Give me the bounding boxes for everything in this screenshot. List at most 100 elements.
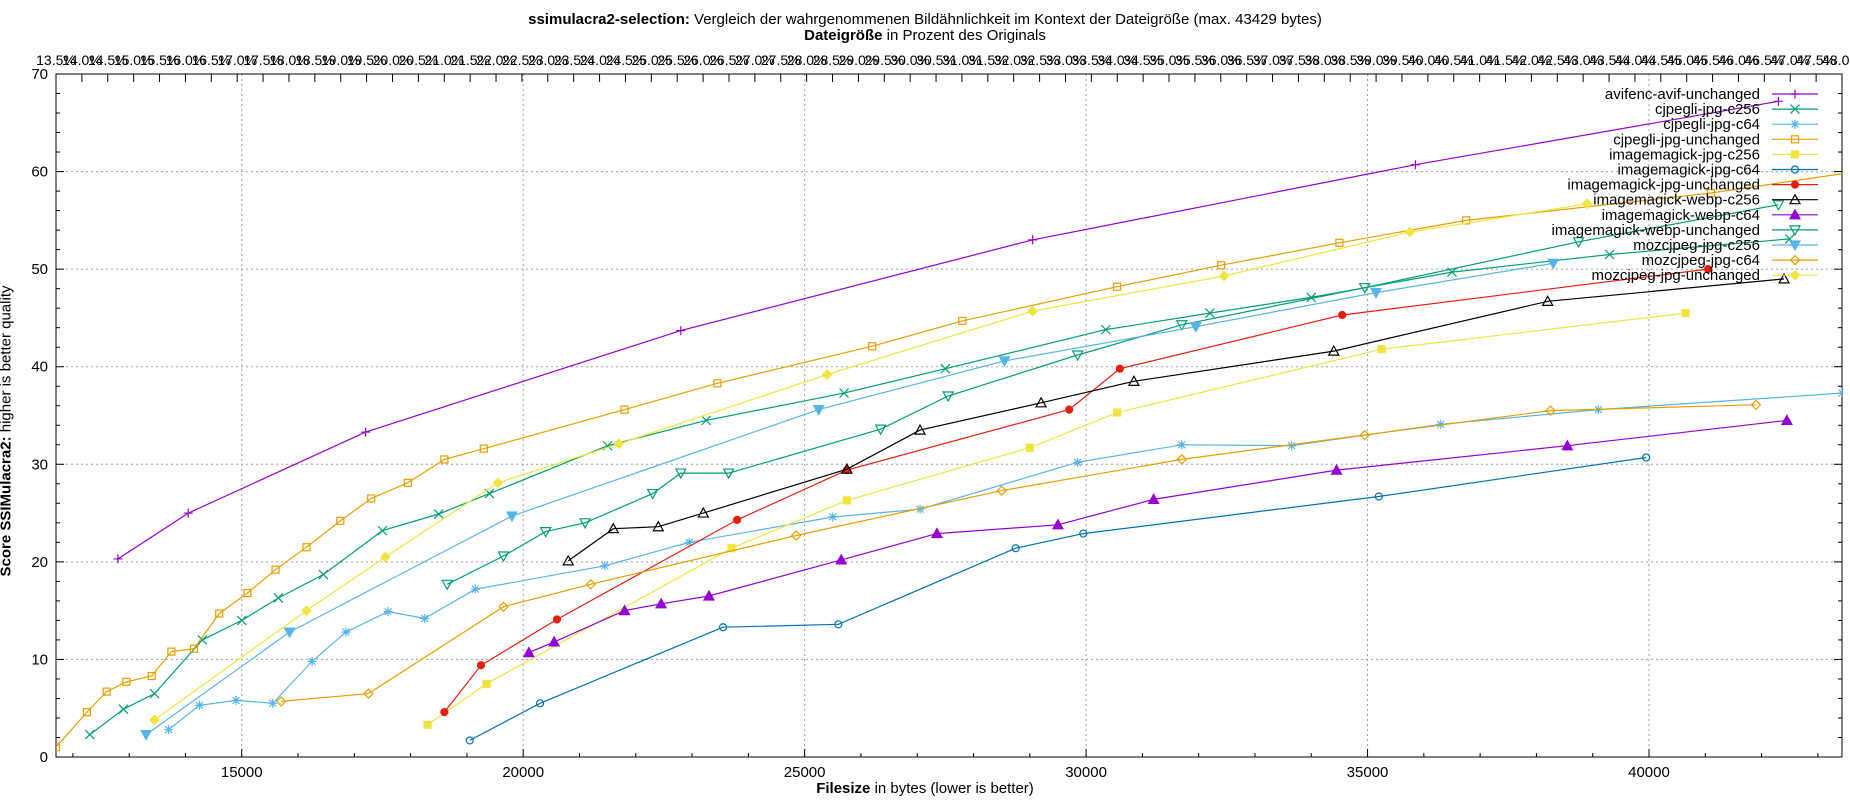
top-tick-label: 32.0% (994, 52, 1034, 68)
point-marker (1112, 408, 1122, 417)
point-marker (1287, 441, 1297, 451)
legend-label: cjpegli-jpg-c256 (1655, 101, 1760, 118)
point-marker (56, 743, 61, 752)
top-tick-label: 23.5% (554, 52, 594, 68)
point-marker (585, 578, 597, 590)
point-marker (1112, 282, 1122, 291)
point-marker (1071, 350, 1084, 362)
point-marker (1790, 180, 1800, 189)
top-tick-label: 29.5% (864, 52, 904, 68)
top-tick-label: 45.0% (1667, 52, 1707, 68)
point-marker (1177, 440, 1187, 450)
series-line (145, 262, 1554, 736)
point-marker (1079, 529, 1088, 538)
point-marker (1025, 443, 1034, 452)
top-tick-label: 22.0% (476, 52, 516, 68)
top-tick-label: 13.5% (36, 52, 76, 68)
y-tick-label: 20 (31, 554, 48, 571)
y-tick-label: 50 (31, 261, 48, 278)
top-tick-label: 24.5% (606, 52, 646, 68)
point-marker (492, 477, 504, 489)
point-marker (479, 444, 488, 453)
series-cjpegli-jpg-c256 (84, 233, 1795, 740)
point-marker (243, 588, 252, 598)
chart-subtitle-rest: in Prozent des Originals (882, 27, 1046, 44)
point-marker (1788, 193, 1802, 205)
top-tick-label: 43.0% (1563, 52, 1603, 68)
x-tick-label: 25000 (784, 764, 826, 781)
top-tick-label: 26.5% (709, 52, 749, 68)
axes: 0 10 20 30 40 50 60 70 15000 20000 25000 30000 35000… (31, 52, 1850, 781)
point-marker (552, 615, 562, 624)
point-marker (930, 527, 943, 539)
point-marker (1027, 305, 1038, 317)
top-tick-label: 35.0% (1149, 52, 1189, 68)
series-avifenc-avif-unchanged (113, 96, 1783, 564)
x-tick-label: 30000 (1065, 764, 1107, 781)
legend-label: imagemagick-webp-c64 (1602, 207, 1760, 224)
point-marker (1073, 457, 1083, 467)
top-tick-label: 46.5% (1744, 52, 1784, 68)
top-tick-label: 31.5% (968, 52, 1008, 68)
point-marker (1147, 493, 1160, 505)
point-marker (1461, 216, 1471, 225)
point-marker (1051, 518, 1064, 530)
point-marker (1327, 344, 1340, 356)
top-tick-label: 36.0% (1201, 52, 1241, 68)
legend-label: imagemagick-jpg-unchanged (1567, 177, 1760, 194)
point-marker (1788, 240, 1802, 252)
y-axis-label-rest: higher is better quality (0, 285, 15, 433)
point-marker (377, 525, 388, 536)
top-tick-label: 25.0% (631, 52, 671, 68)
point-marker (732, 515, 742, 525)
y-tick-label: 0 (40, 749, 48, 766)
point-marker (840, 462, 853, 474)
point-marker (1703, 265, 1713, 274)
top-tick-label: 45.5% (1693, 52, 1733, 68)
point-marker (383, 607, 393, 617)
point-marker (440, 455, 449, 464)
top-tick-label: 24.0% (580, 52, 620, 68)
top-tick-label: 21.0% (424, 52, 464, 68)
series-imagemagick-webp-c64 (522, 414, 1793, 658)
point-marker (122, 677, 131, 686)
top-tick-label: 39.0% (1356, 52, 1396, 68)
top-tick-label: 30.5% (916, 52, 956, 68)
point-marker (283, 627, 296, 639)
series-line (117, 100, 1779, 560)
point-marker (1404, 226, 1416, 238)
series-imagemagick-jpg-c256 (423, 308, 1690, 729)
point-marker (189, 644, 199, 653)
point-marker (183, 508, 193, 518)
top-tick-label: 27.5% (761, 52, 801, 68)
point-marker (1790, 119, 1800, 129)
top-tick-label: 38.5% (1330, 52, 1370, 68)
series-mozcjpeg-jpg-c64 (275, 399, 1762, 707)
point-marker (497, 551, 510, 563)
point-marker (149, 714, 160, 726)
point-marker (1772, 200, 1785, 211)
point-marker (1790, 135, 1800, 144)
chart-subtitle: Dateigröße in Prozent des Originals (0, 28, 1850, 44)
point-marker (996, 485, 1008, 496)
point-marker (113, 554, 123, 564)
point-marker (646, 488, 659, 500)
point-marker (613, 438, 625, 450)
point-marker (1358, 283, 1371, 294)
legend-label: cjpegli-jpg-c64 (1663, 116, 1760, 133)
x-axis-label-bold: Filesize (816, 780, 871, 797)
top-tick-label: 14.0% (62, 52, 102, 68)
top-tick-label: 47.0% (1770, 52, 1810, 68)
top-tick-label: 26.0% (683, 52, 723, 68)
point-marker (498, 601, 509, 613)
point-marker (1780, 414, 1793, 425)
point-marker (1541, 295, 1554, 306)
legend-label: mozcjpeg-jpg-unchanged (1592, 267, 1760, 284)
grid (56, 74, 1842, 757)
point-marker (942, 391, 955, 403)
point-marker (579, 518, 592, 530)
series-mozcjpeg-jpg-c256 (140, 258, 1560, 741)
point-marker (1790, 150, 1800, 159)
point-marker (1100, 324, 1111, 335)
